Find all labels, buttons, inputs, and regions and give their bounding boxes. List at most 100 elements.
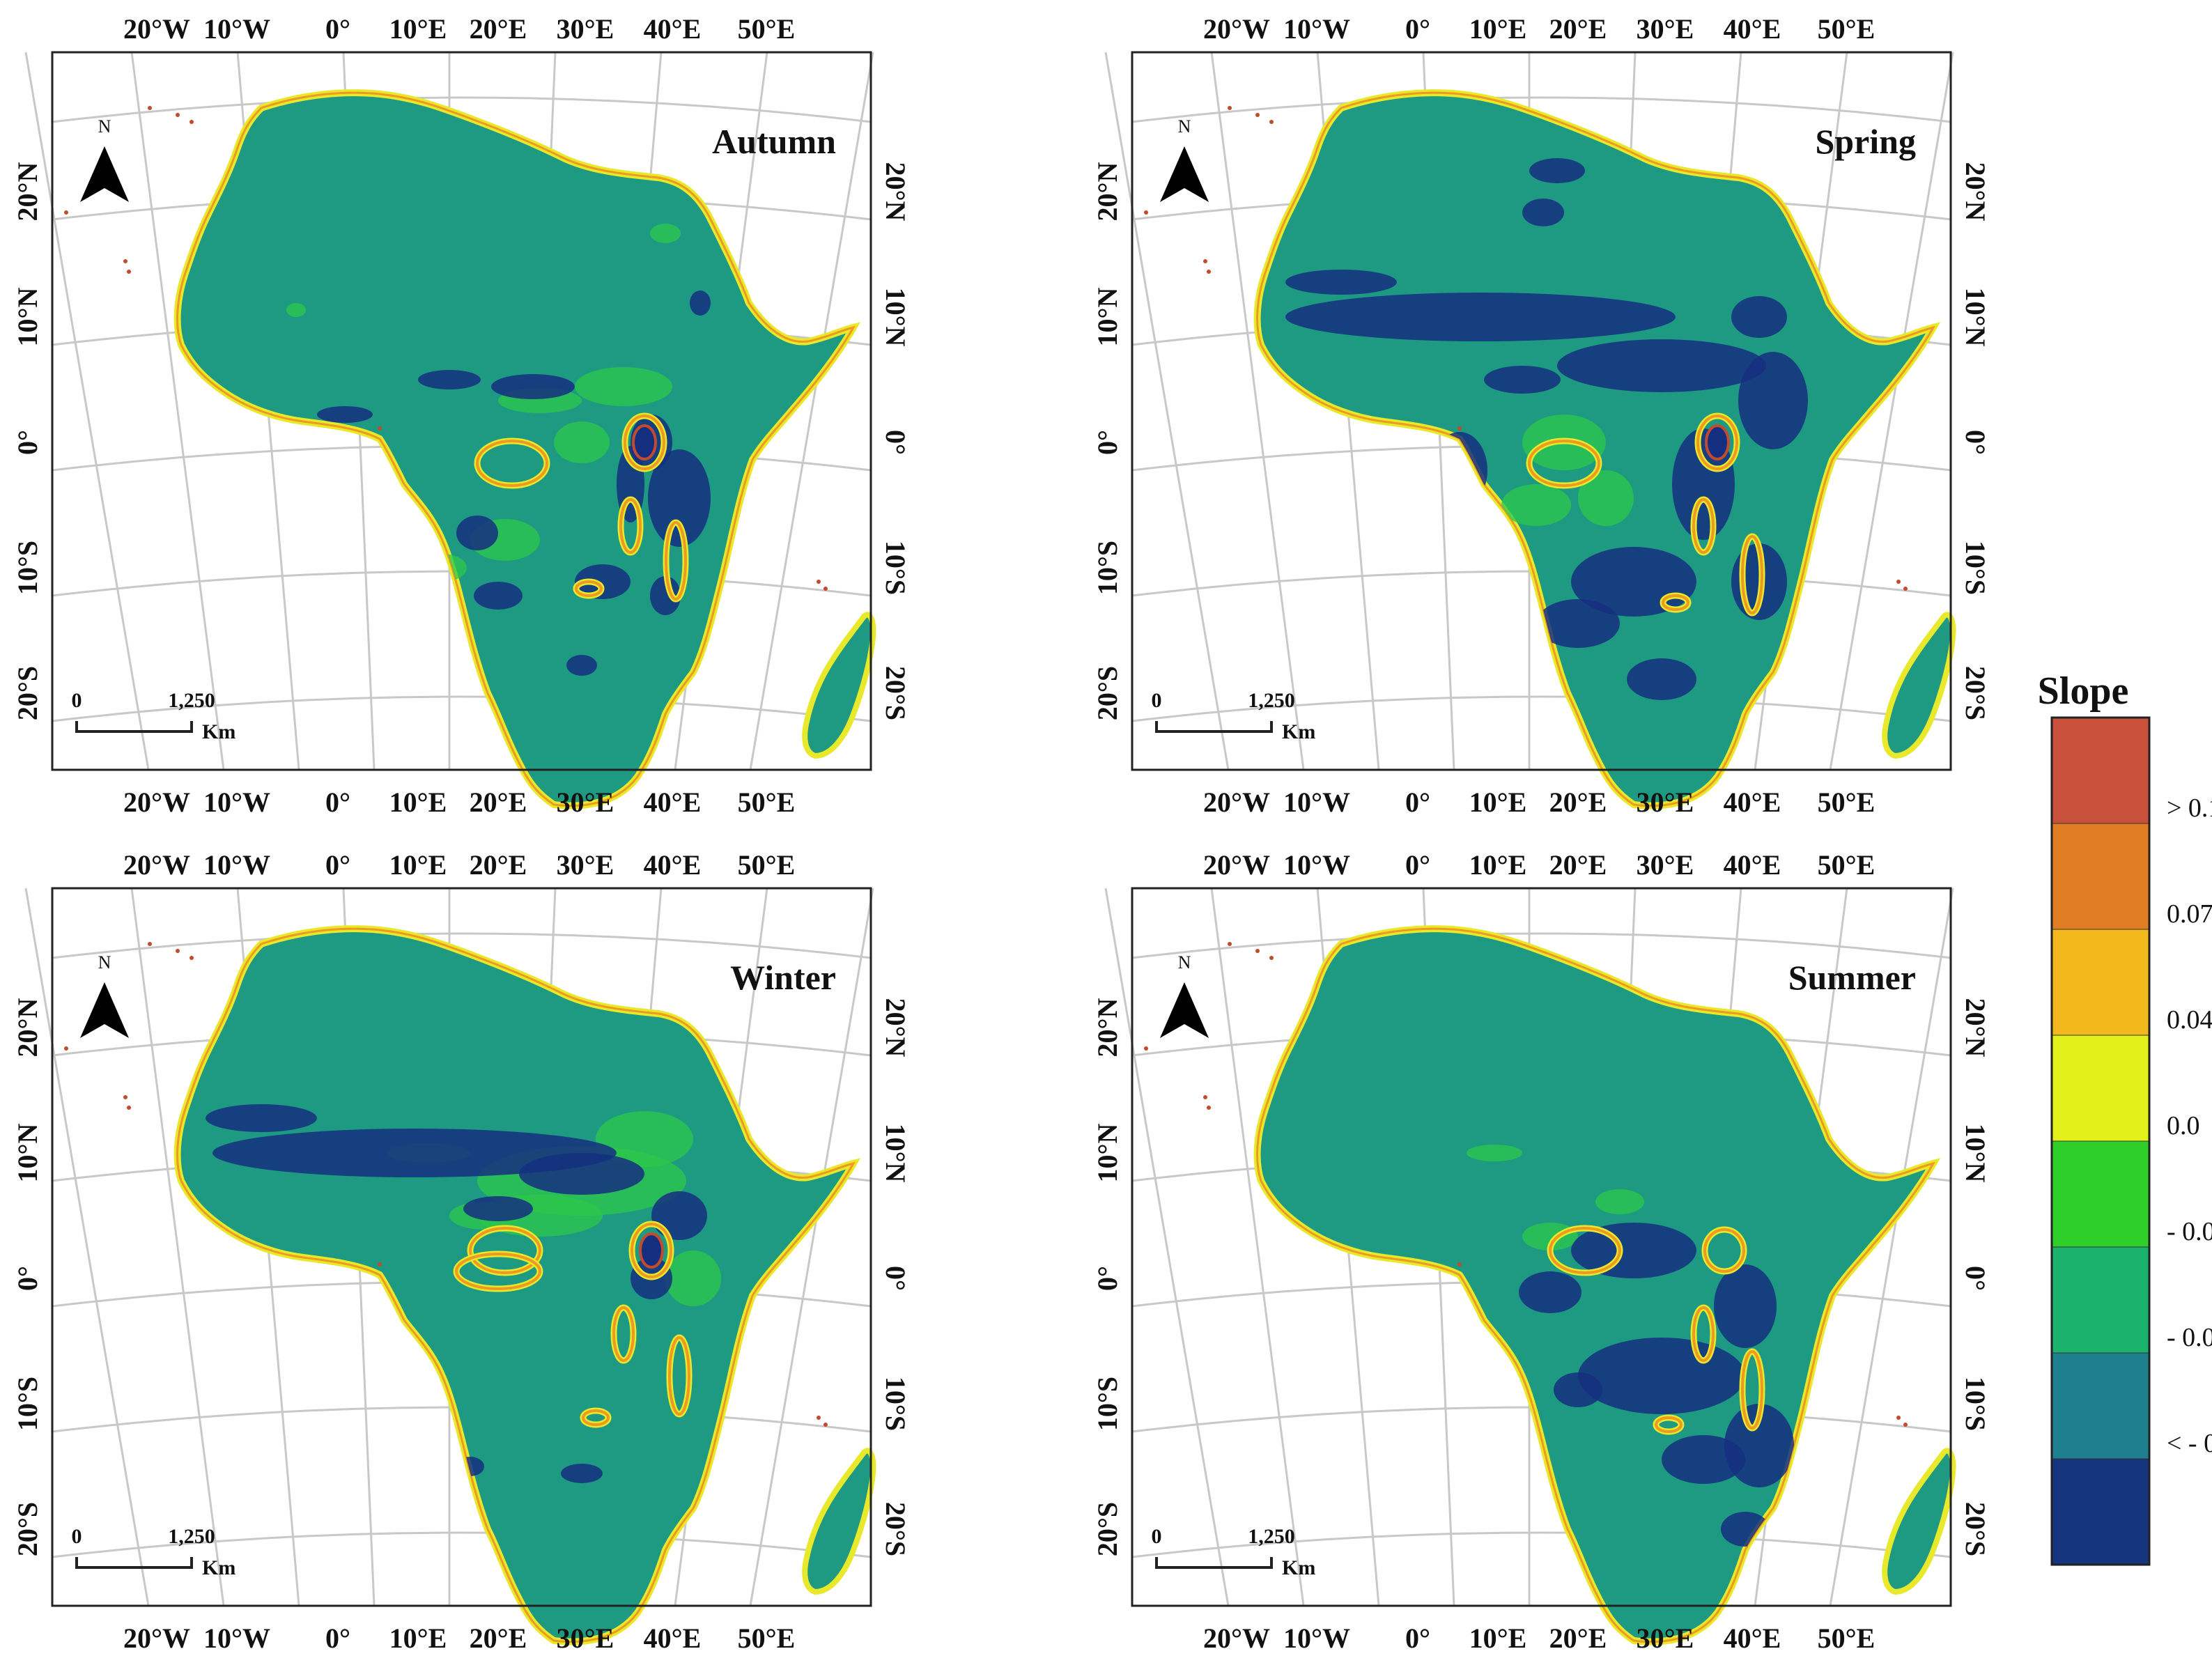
longitude-label-top: 20°E [470, 13, 527, 45]
longitude-label-top: 20°W [1203, 13, 1270, 45]
positive-slope-patch [575, 367, 672, 406]
longitude-label-bottom: 0° [325, 1623, 350, 1654]
very-high-slope-ring [1692, 1306, 1715, 1362]
longitude-label-top: 10°W [1283, 849, 1350, 881]
north-arrow-icon: N [1160, 952, 1209, 1038]
island-marker [1269, 956, 1274, 960]
longitude-label-bottom: 20°E [470, 787, 527, 818]
latitude-label-right: 20°N [880, 998, 911, 1058]
lake-region [1705, 424, 1730, 460]
parallel-line [1131, 932, 1951, 959]
longitude-label-bottom: 20°W [123, 1623, 190, 1654]
longitude-label-top: 40°E [1724, 849, 1781, 881]
map-frame-border [51, 887, 872, 1607]
longitude-label-bottom: 50°E [1818, 1623, 1875, 1654]
map-frame-border [51, 51, 872, 771]
longitude-label-top: 30°E [1637, 13, 1694, 45]
island-marker [190, 956, 194, 960]
island-marker [123, 1095, 127, 1099]
negative-slope-patch [206, 1104, 317, 1132]
latitude-label-right: 0° [880, 430, 911, 455]
island-marker [823, 1423, 828, 1427]
positive-slope-patch [1595, 1189, 1644, 1214]
island-marker [1228, 942, 1232, 946]
island-marker [1207, 270, 1211, 274]
slope-pattern [206, 1104, 721, 1483]
latitude-label-right: 20°N [880, 162, 911, 222]
lake-region [632, 424, 657, 460]
longitude-label-bottom: 20°E [470, 1623, 527, 1654]
longitude-label-top: 20°W [123, 13, 190, 45]
scale-unit-label: Km [202, 720, 235, 743]
longitude-label-top: 20°E [1549, 849, 1607, 881]
longitude-label-top: 0° [325, 849, 350, 881]
longitude-label-top: 20°W [1203, 849, 1270, 881]
latitude-label-right: 10°S [880, 1377, 911, 1431]
island-marker [1203, 1095, 1207, 1099]
island-marker [1457, 1262, 1462, 1267]
latitude-label-left: 20°N [12, 162, 43, 221]
latitude-label-left: 0° [12, 430, 43, 455]
very-high-slope-ring [1662, 594, 1689, 611]
latitude-label-left: 0° [1092, 1266, 1123, 1291]
longitude-label-bottom: 50°E [738, 1623, 796, 1654]
longitude-label-bottom: 10°E [1469, 787, 1527, 818]
legend-label: > 0.18 [2167, 793, 2212, 823]
negative-slope-patch [650, 576, 681, 615]
legend-swatch [2051, 1458, 2150, 1565]
latitude-label-left: 0° [12, 1266, 43, 1291]
island-marker [1896, 580, 1901, 584]
island-marker [378, 1262, 382, 1267]
positive-slope-patch [596, 1111, 693, 1167]
map-frame-border [1131, 51, 1952, 771]
longitude-label-bottom: 0° [1405, 787, 1430, 818]
island-marker [817, 1416, 821, 1420]
scale-bar-line [75, 721, 193, 733]
scale-unit-label: Km [1282, 720, 1315, 743]
legend-swatch [2051, 1246, 2150, 1354]
north-arrow-left-half [105, 146, 129, 202]
negative-slope-patch [1731, 296, 1787, 338]
very-high-slope-ring [665, 521, 687, 601]
legend-border [2050, 716, 2151, 1566]
scale-zero-label: 0 [1152, 689, 1162, 712]
latitude-label-left: 10°N [12, 1123, 43, 1182]
island-marker [378, 426, 382, 431]
latitude-label-right: 20°S [1960, 666, 1991, 720]
scale-bar: 0 1,250 Km [1152, 689, 1316, 743]
longitude-label-bottom: 20°W [1203, 1623, 1270, 1654]
longitude-label-bottom: 40°E [1724, 787, 1781, 818]
parallel-line [52, 932, 872, 959]
longitude-label-top: 10°E [1469, 849, 1527, 881]
very-high-slope-ring [1549, 1227, 1621, 1274]
longitude-label-top: 40°E [644, 849, 702, 881]
very-high-slope-ring [668, 1336, 690, 1416]
island-marker [123, 259, 127, 263]
longitude-label-bottom: 10°E [389, 787, 447, 818]
longitude-label-bottom: 10°E [389, 1623, 447, 1654]
madagascar-landmass [802, 1448, 876, 1595]
africa-coast-edge [176, 927, 856, 1643]
island-marker [1896, 1416, 1901, 1420]
longitude-label-top: 10°W [1283, 13, 1350, 45]
negative-slope-patch [1285, 270, 1397, 295]
meridian-line [749, 888, 874, 1606]
latitude-label-left: 10°S [1092, 541, 1123, 595]
longitude-label-top: 10°W [203, 849, 270, 881]
island-marker [817, 580, 821, 584]
island-marker [1144, 210, 1148, 215]
legend-swatch [2051, 1140, 2150, 1248]
north-arrow-left-half [1184, 146, 1209, 202]
parallel-line [1131, 695, 1951, 722]
latitude-label-left: 20°S [1092, 1502, 1123, 1556]
scale-unit-label: Km [202, 1556, 235, 1579]
meridian-line [130, 52, 225, 770]
longitude-label-top: 30°E [1637, 849, 1694, 881]
longitude-label-top: 10°E [389, 849, 447, 881]
longitude-label-bottom: 0° [325, 787, 350, 818]
longitude-label-top: 30°E [557, 13, 614, 45]
very-high-slope-ring [455, 1253, 541, 1290]
slope-pattern [286, 224, 711, 676]
negative-slope-patch [1536, 599, 1620, 648]
latitude-label-left: 20°S [12, 1502, 43, 1556]
